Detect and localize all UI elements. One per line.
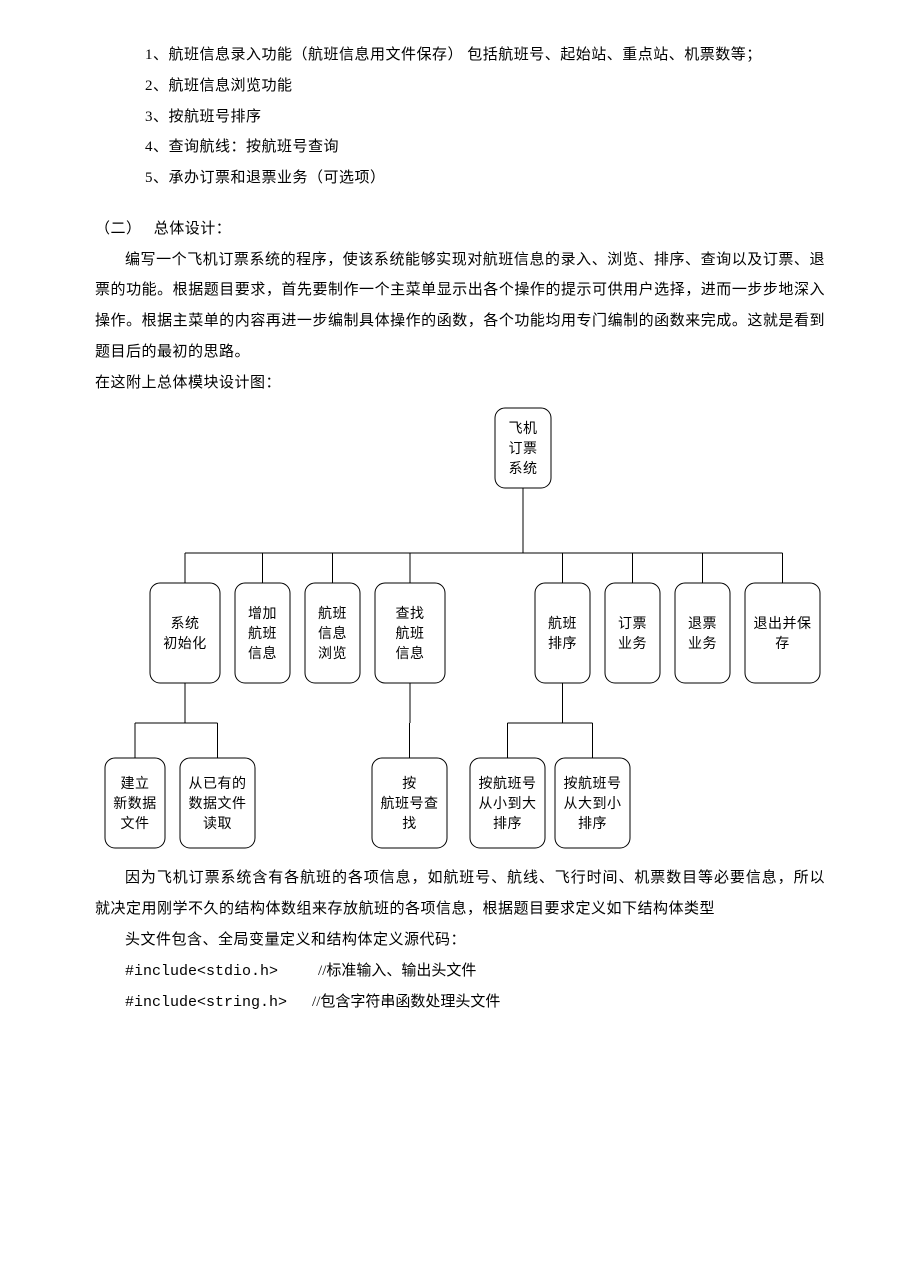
list-item-2: 2、航班信息浏览功能 [95,71,825,102]
svg-text:信息: 信息 [248,645,277,662]
svg-text:信息: 信息 [318,625,347,642]
code-comment-1: //标准输入、输出头文件 [278,963,476,979]
svg-text:存: 存 [775,636,790,652]
svg-text:按航班号: 按航班号 [564,776,622,792]
svg-text:从已有的: 从已有的 [189,776,247,792]
after-diagram-p1: 因为飞机订票系统含有各航班的各项信息，如航班号、航线、飞行时间、机票数目等必要信… [95,863,825,925]
svg-text:订票: 订票 [618,616,647,632]
design-paragraph-2: 在这附上总体模块设计图： [95,368,825,399]
svg-text:退出并保: 退出并保 [754,616,812,632]
svg-text:读取: 读取 [203,815,232,832]
svg-text:航班: 航班 [548,616,577,632]
svg-text:按航班号: 按航班号 [479,776,537,792]
code-comment-2: //包含字符串函数处理头文件 [287,994,500,1010]
svg-text:航班: 航班 [396,626,425,642]
svg-text:航班: 航班 [248,626,277,642]
svg-text:系统: 系统 [171,616,200,632]
svg-text:业务: 业务 [618,636,647,652]
after-diagram-p2: 头文件包含、全局变量定义和结构体定义源代码： [95,925,825,956]
svg-text:查找: 查找 [396,606,425,622]
svg-text:信息: 信息 [396,645,425,662]
section-2-heading: （二） 总体设计： [95,214,825,245]
svg-text:从大到小: 从大到小 [564,796,622,812]
list-item-5: 5、承办订票和退票业务（可选项） [95,163,825,194]
list-item-3: 3、按航班号排序 [95,102,825,133]
module-tree-diagram: 飞机订票系统系统初始化增加航班信息航班信息浏览查找航班信息航班排序订票业务退票业… [95,403,835,863]
svg-text:建立: 建立 [121,776,150,792]
svg-text:排序: 排序 [493,816,522,832]
code-line-2: #include<string.h>//包含字符串函数处理头文件 [95,987,825,1019]
svg-text:数据文件: 数据文件 [189,796,247,812]
svg-text:航班: 航班 [318,606,347,622]
svg-text:航班号查: 航班号查 [381,796,439,812]
svg-text:飞机: 飞机 [509,421,538,437]
svg-text:退票: 退票 [688,616,717,632]
code-line-1: #include<stdio.h>//标准输入、输出头文件 [95,956,825,988]
svg-text:排序: 排序 [548,636,577,652]
svg-text:文件: 文件 [121,816,150,832]
svg-text:排序: 排序 [578,816,607,832]
svg-text:新数据: 新数据 [113,796,157,812]
svg-text:系统: 系统 [509,461,538,477]
list-item-4: 4、查询航线：按航班号查询 [95,132,825,163]
list-item-1: 1、航班信息录入功能（航班信息用文件保存） 包括航班号、起始站、重点站、机票数等… [95,40,825,71]
svg-text:找: 找 [402,816,417,832]
svg-text:业务: 业务 [688,636,717,652]
svg-text:增加: 增加 [248,606,277,622]
svg-text:浏览: 浏览 [318,646,347,662]
svg-text:订票: 订票 [509,441,538,457]
svg-text:按: 按 [402,776,417,792]
code-include-string: #include<string.h> [125,994,287,1011]
svg-text:从小到大: 从小到大 [479,796,537,812]
design-paragraph-1: 编写一个飞机订票系统的程序，使该系统能够实现对航班信息的录入、浏览、排序、查询以… [95,245,825,368]
svg-text:初始化: 初始化 [163,635,207,652]
code-include-stdio: #include<stdio.h> [125,963,278,980]
